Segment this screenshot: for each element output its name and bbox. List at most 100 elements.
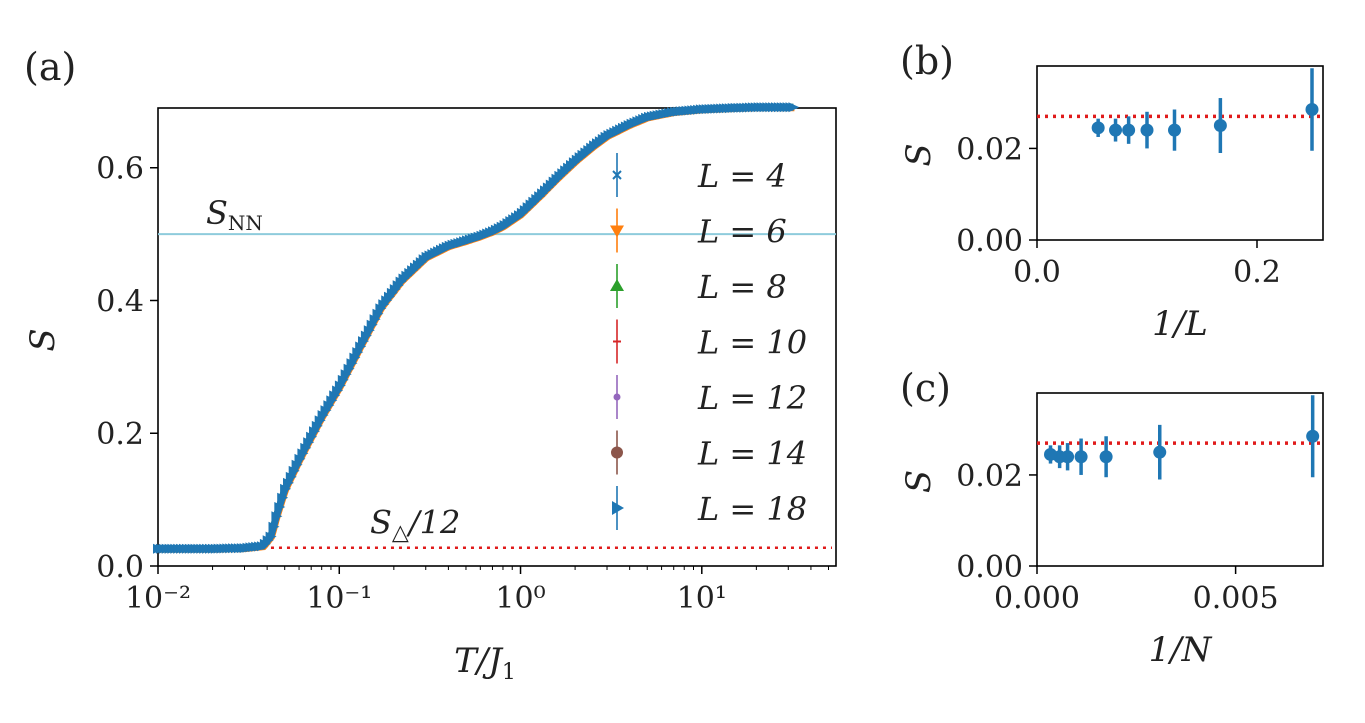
c-data-point: [1099, 450, 1113, 464]
a-data-point: [277, 492, 289, 503]
a-legend-label: L = 4: [697, 157, 787, 195]
a-snn-annotation: SNN: [206, 194, 263, 235]
b-xtick-label: 0.0: [1013, 255, 1061, 290]
c-data-point: [1044, 447, 1058, 461]
a-ytick-label: 0.4: [96, 284, 144, 319]
a-legend-label: L = 14: [697, 435, 807, 473]
a-data-point: [288, 465, 300, 476]
a-ytick-label: 0.6: [96, 152, 144, 187]
a-legend-marker: [610, 279, 624, 291]
a-striangle-suffix: /12: [406, 504, 461, 542]
a-xlabel-subscript: 1: [502, 660, 516, 685]
c-data-point: [1153, 445, 1167, 459]
a-xtick-label: 10¹: [677, 581, 727, 616]
a-ylabel: S: [23, 328, 63, 351]
a-data-markers: [153, 102, 800, 554]
a-data-point: [283, 477, 294, 488]
a-data-point: [355, 341, 367, 352]
a-data-point: [332, 385, 344, 396]
a-data-point: [309, 426, 320, 437]
a-data-point: [343, 363, 355, 374]
panel-b: 0.0 0.2 0.00 0.02 1/L S (b): [899, 39, 1324, 344]
c-ytick-label: 0.02: [956, 459, 1023, 494]
a-data-point: [280, 483, 292, 494]
c-data-point: [1306, 429, 1320, 443]
a-xtick-label: 10⁰: [495, 581, 545, 616]
a-data-point: [265, 531, 277, 542]
a-data-point: [317, 410, 329, 421]
b-data-point: [1140, 123, 1154, 137]
a-data-point: [369, 314, 381, 325]
a-data-point: [271, 511, 283, 522]
a-data-point: [340, 369, 352, 380]
a-legend-label: L = 10: [697, 324, 807, 362]
c-ytick-label: 0.00: [956, 550, 1023, 585]
a-data-point: [375, 303, 387, 314]
b-data-point: [1305, 103, 1319, 116]
a-data-point: [320, 405, 332, 416]
a-legend-marker: [613, 393, 621, 401]
a-data-point: [306, 431, 318, 442]
a-data-point: [294, 453, 306, 464]
b-data-point: [1122, 123, 1136, 137]
b-data-point: [1213, 119, 1227, 133]
a-legend-marker: [610, 225, 624, 238]
b-ylabel: S: [899, 143, 939, 166]
a-data-point: [337, 374, 349, 385]
a-striangle-annotation: S△/12: [370, 504, 460, 546]
a-data-point: [323, 400, 335, 411]
b-xlabel: 1/L: [1152, 304, 1208, 344]
a-legend-marker: [612, 501, 624, 515]
a-data-point: [346, 358, 358, 369]
a-data-point: [297, 448, 309, 459]
a-data-point: [300, 442, 312, 453]
b-data-point: [1109, 123, 1123, 137]
a-snn-subscript: NN: [228, 211, 263, 235]
b-ytick-label: 0.00: [956, 224, 1023, 259]
a-data-point: [326, 395, 338, 406]
a-data-point: [788, 102, 800, 113]
c-xlabel: 1/N: [1149, 630, 1213, 670]
a-data-point: [334, 380, 346, 391]
a-data-point: [372, 308, 384, 319]
a-axes-frame: [157, 107, 837, 567]
a-xlabel: T/J1: [454, 641, 516, 685]
a-data-point: [358, 336, 369, 347]
a-data-point: [303, 437, 315, 448]
a-legend-label: L = 12: [697, 379, 807, 417]
a-striangle-subscript: △: [392, 521, 409, 546]
a-data-point: [363, 325, 375, 336]
a-data-point: [352, 347, 364, 358]
c-axes-frame: [1036, 392, 1324, 567]
a-data-point: [291, 459, 303, 470]
a-ytick-label: 0.0: [96, 550, 144, 585]
b-axes-frame: [1036, 65, 1324, 241]
a-data-point: [268, 521, 280, 532]
a-legend-marker: [611, 446, 623, 459]
a-legend-label: L = 6: [697, 213, 787, 251]
a-legend-marker: [612, 170, 622, 180]
a-data-point: [285, 471, 297, 482]
a-legend-label: L = 8: [697, 268, 787, 306]
c-xtick-label: 0.005: [1193, 581, 1279, 616]
panel-c: 0.000 0.005 0.00 0.02 1/N S (c): [899, 366, 1324, 670]
a-data-point: [314, 415, 326, 426]
a-data-point: [311, 420, 323, 431]
a-xtick-label: 10⁻²: [125, 581, 191, 616]
b-data-point: [1168, 123, 1181, 137]
a-ytick-label: 0.2: [96, 417, 144, 452]
a-panel-label: (a): [24, 45, 76, 89]
c-panel-label: (c): [900, 366, 951, 410]
a-xtick-label: 10⁻¹: [306, 581, 372, 616]
a-data-point: [360, 330, 372, 341]
c-xtick-label: 0.000: [994, 581, 1080, 616]
b-xtick-label: 0.2: [1233, 255, 1281, 290]
a-data-point: [329, 390, 341, 401]
a-data-point: [366, 319, 378, 330]
b-panel-label: (b): [900, 39, 954, 83]
c-data-point: [1074, 450, 1088, 464]
b-data-point: [1091, 121, 1105, 135]
b-ytick-label: 0.02: [956, 132, 1023, 167]
